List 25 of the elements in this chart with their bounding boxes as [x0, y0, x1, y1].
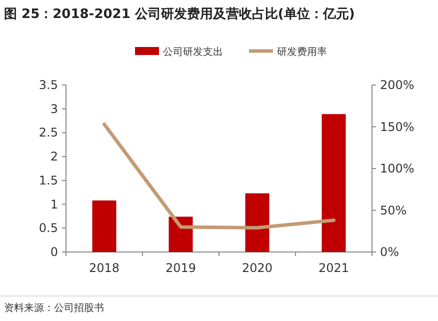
- y2-tick-label: 100%: [380, 162, 414, 176]
- y-tick-label: 0.5: [38, 221, 58, 236]
- line-series: [102, 122, 336, 230]
- y2-tick-label: 0%: [380, 245, 400, 259]
- y-tick-label: 3.5: [38, 78, 58, 92]
- x-tick-label: 2018: [88, 261, 120, 275]
- title: 图 25：2018-2021 公司研发费用及营收占比(单位：亿元): [4, 7, 355, 22]
- bar: [92, 200, 116, 252]
- bar: [322, 114, 346, 252]
- y-tick-label: 1.5: [38, 173, 58, 188]
- y-tick-label: 1: [50, 197, 58, 212]
- y-tick-label: 0: [50, 245, 58, 259]
- x-tick-label: 2019: [165, 261, 196, 275]
- y-tick-label: 2.5: [38, 126, 58, 140]
- y-tick-label: 2: [50, 150, 58, 164]
- y2-tick-label: 200%: [380, 78, 414, 92]
- x-tick-label: 2020: [242, 261, 273, 275]
- x-tick-label: 2021: [318, 261, 350, 275]
- legend-label: 公司研发支出: [163, 46, 223, 58]
- text: 资料来源：公司招股书: [4, 302, 104, 314]
- y-tick-label: 3: [50, 102, 58, 116]
- y2-tick-label: 50%: [380, 203, 407, 218]
- bar: [245, 193, 270, 252]
- legend-label: 研发费用率: [277, 46, 327, 58]
- y2-tick-label: 150%: [380, 120, 414, 134]
